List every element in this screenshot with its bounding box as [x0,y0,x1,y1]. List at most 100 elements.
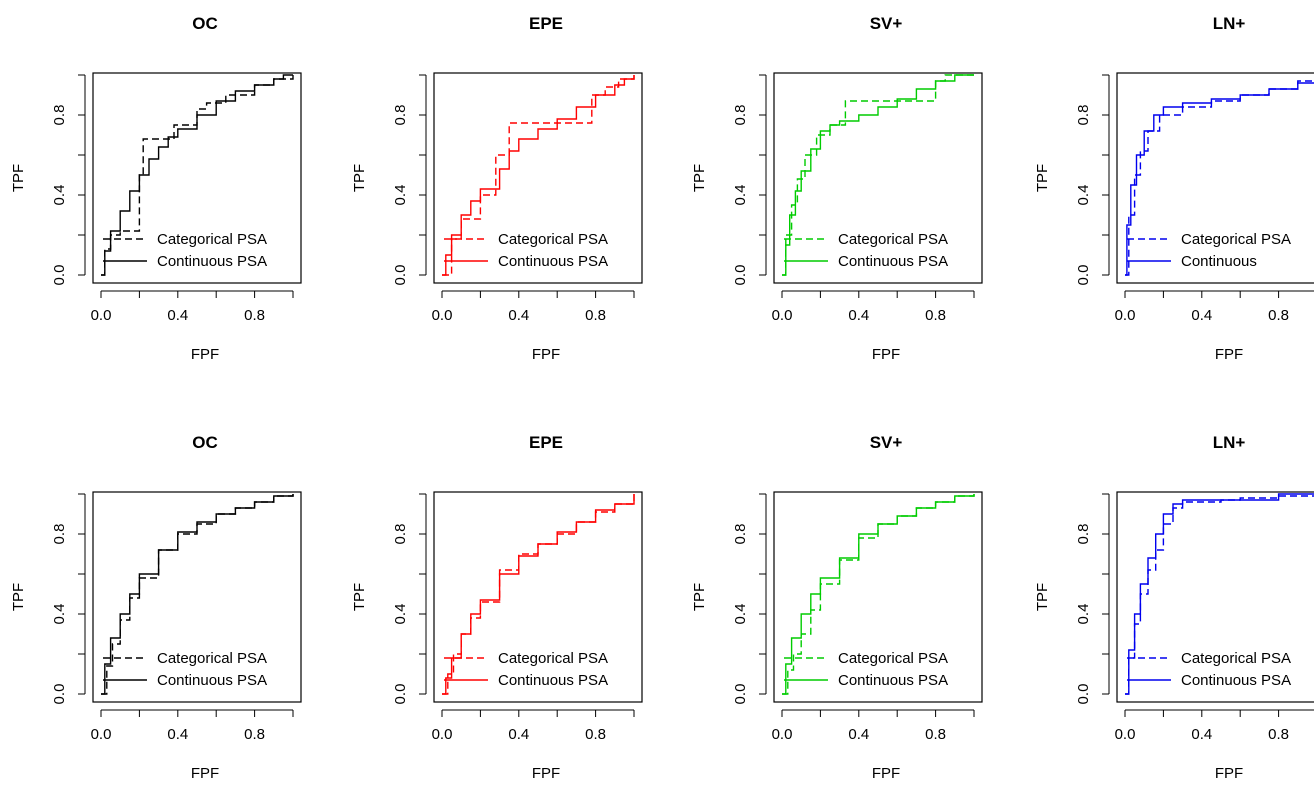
legend-label: Categorical PSA [498,650,608,667]
y-tick-label: 0.0 [732,684,749,705]
y-tick-label: 0.4 [1075,604,1092,625]
plot-frame [433,491,643,703]
y-tick-label: 0.8 [732,105,749,126]
y-axis-label: TPF [351,583,368,611]
x-tick-label: 0.0 [772,726,793,743]
x-axis-label: FPF [1215,765,1243,782]
legend-label: Categorical PSA [1181,650,1291,667]
y-tick-label: 0.4 [392,604,409,625]
y-tick-label: 0.4 [1075,185,1092,206]
roc-curve-continuous [782,494,975,695]
y-tick-label: 0.4 [392,185,409,206]
x-tick-label: 0.4 [848,726,869,743]
y-tick-label: 0.0 [1075,684,1092,705]
x-tick-label: 0.0 [432,307,453,324]
legend-label: Continuous PSA [838,253,948,270]
y-axis-label: TPF [1034,164,1051,192]
x-axis-label: FPF [191,765,219,782]
x-tick-label: 0.4 [508,307,529,324]
x-tick-label: 0.4 [848,307,869,324]
y-axis-label: TPF [691,164,708,192]
x-tick-label: 0.4 [1191,726,1212,743]
panel-oc: OC 0.0 0.4 0.8 FPF 0.0 0.4 0.8 TPF Categorical PS… [10,433,302,782]
y-tick-label: 0.4 [732,185,749,206]
legend-label: Categorical PSA [157,650,267,667]
legend-label: Continuous PSA [157,672,267,689]
y-axis-label: TPF [10,583,27,611]
y-tick-label: 0.8 [1075,524,1092,545]
plot-frame [773,491,983,703]
chart-title: OC [192,433,218,452]
x-tick-label: 0.4 [508,726,529,743]
y-tick-label: 0.0 [1075,265,1092,286]
x-tick-label: 0.0 [1115,726,1136,743]
x-tick-label: 0.0 [91,307,112,324]
legend-label: Categorical PSA [1181,231,1291,248]
legend-label: Continuous PSA [498,672,608,689]
y-axis-label: TPF [1034,583,1051,611]
x-tick-label: 0.8 [585,307,606,324]
plot-frame [773,72,983,284]
y-tick-label: 0.8 [1075,105,1092,126]
chart-title: EPE [529,14,563,33]
y-axis-label: TPF [351,164,368,192]
x-axis-label: FPF [532,346,560,363]
plot-frame [92,72,302,284]
x-axis-label: FPF [532,765,560,782]
y-tick-label: 0.0 [392,265,409,286]
chart-title: EPE [529,433,563,452]
y-tick-label: 0.8 [51,524,68,545]
x-axis-label: FPF [872,346,900,363]
chart-title: OC [192,14,218,33]
y-tick-label: 0.8 [51,105,68,126]
x-tick-label: 0.8 [1268,726,1289,743]
x-axis-label: FPF [872,765,900,782]
y-tick-label: 0.4 [51,604,68,625]
roc-curve-continuous [101,494,294,695]
chart-title: SV+ [870,14,903,33]
x-tick-label: 0.8 [244,307,265,324]
x-tick-label: 0.8 [1268,307,1289,324]
x-tick-label: 0.0 [91,726,112,743]
legend-label: Categorical PSA [157,231,267,248]
plot-frame [1116,491,1314,703]
legend-label: Categorical PSA [498,231,608,248]
plot-frame [433,72,643,284]
legend-label: Continuous [1181,253,1257,270]
y-tick-label: 0.8 [392,105,409,126]
roc-curve-continuous [1125,82,1314,276]
y-tick-label: 0.0 [732,265,749,286]
y-tick-label: 0.0 [51,684,68,705]
x-tick-label: 0.4 [167,307,188,324]
x-axis-label: FPF [191,346,219,363]
x-tick-label: 0.8 [585,726,606,743]
chart-title: LN+ [1213,14,1246,33]
legend-label: Continuous PSA [498,253,608,270]
roc-curve-continuous [782,74,974,276]
panel-ln-plus: LN+ 0.0 0.4 0.8 FPF 0.0 0.4 0.8 TPF Categorical P… [1034,433,1314,782]
legend-label: Categorical PSA [838,650,948,667]
y-tick-label: 0.4 [51,185,68,206]
roc-curve-continuous [442,75,635,276]
x-tick-label: 0.8 [925,726,946,743]
panel-sv-plus: SV+ 0.0 0.4 0.8 FPF 0.0 0.4 0.8 TPF Categorical P… [691,433,983,782]
legend-label: Categorical PSA [838,231,948,248]
roc-curve-continuous [442,494,635,695]
plot-frame [92,491,302,703]
chart-title: SV+ [870,433,903,452]
x-tick-label: 0.4 [167,726,188,743]
legend-label: Continuous PSA [1181,672,1291,689]
roc-curve-continuous [101,74,293,276]
y-tick-label: 0.0 [392,684,409,705]
roc-curve-continuous [1125,493,1314,695]
x-tick-label: 0.8 [244,726,265,743]
x-tick-label: 0.8 [925,307,946,324]
y-tick-label: 0.8 [732,524,749,545]
y-axis-label: TPF [10,164,27,192]
panel-ln-plus: LN+ 0.0 0.4 0.8 FPF 0.0 0.4 0.8 TPF Categorical P… [1034,14,1314,363]
chart-title: LN+ [1213,433,1246,452]
x-tick-label: 0.0 [1115,307,1136,324]
x-tick-label: 0.0 [432,726,453,743]
x-tick-label: 0.4 [1191,307,1212,324]
